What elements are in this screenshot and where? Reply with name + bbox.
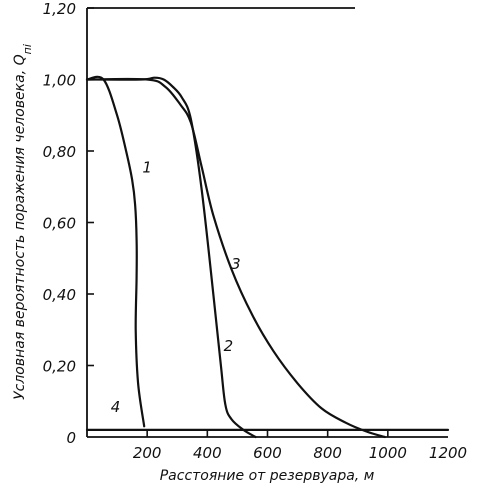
x-tick-label: 800 (313, 444, 342, 462)
y-axis-title-main: Условная вероятность поражения человека,… (12, 54, 28, 400)
x-axis-title: Расстояние от резервуара, м (160, 468, 375, 484)
curve-label-4: 4 (111, 398, 121, 416)
series-line-2 (85, 76, 257, 439)
y-axis-title: Условная вероятность поражения человека,… (12, 44, 34, 400)
curve-label-3: 3 (231, 255, 241, 273)
y-tick-label: 1,20 (43, 0, 76, 18)
y-tick-label: 0,40 (43, 286, 76, 304)
y-axis-title-subscript: пi (21, 44, 34, 54)
series-line-1 (85, 75, 146, 428)
x-tick-label: 200 (133, 444, 162, 462)
chart-curves (85, 75, 450, 439)
x-tick-label: 1000 (369, 444, 407, 462)
curve-label-2: 2 (224, 337, 234, 355)
chart-curve-labels: 1 2 3 4 (111, 158, 241, 416)
y-tick-label: 0,20 (43, 358, 76, 376)
y-tick-label: 0,60 (43, 215, 76, 233)
series-line-3 (85, 77, 386, 439)
x-tick-label: 600 (253, 444, 282, 462)
x-tick-label: 400 (193, 444, 222, 462)
y-tick-label: 1,00 (43, 72, 76, 90)
chart-frame (86, 7, 448, 438)
y-tick-label: 0,80 (43, 143, 76, 161)
y-tick-label: 0 (66, 429, 76, 447)
chart-ticks: 0 0,20 0,40 0,60 0,80 1,00 1,20 200 400 600 800 100… (43, 0, 468, 462)
x-tick-label: 1200 (429, 444, 467, 462)
curve-label-1: 1 (142, 158, 152, 176)
